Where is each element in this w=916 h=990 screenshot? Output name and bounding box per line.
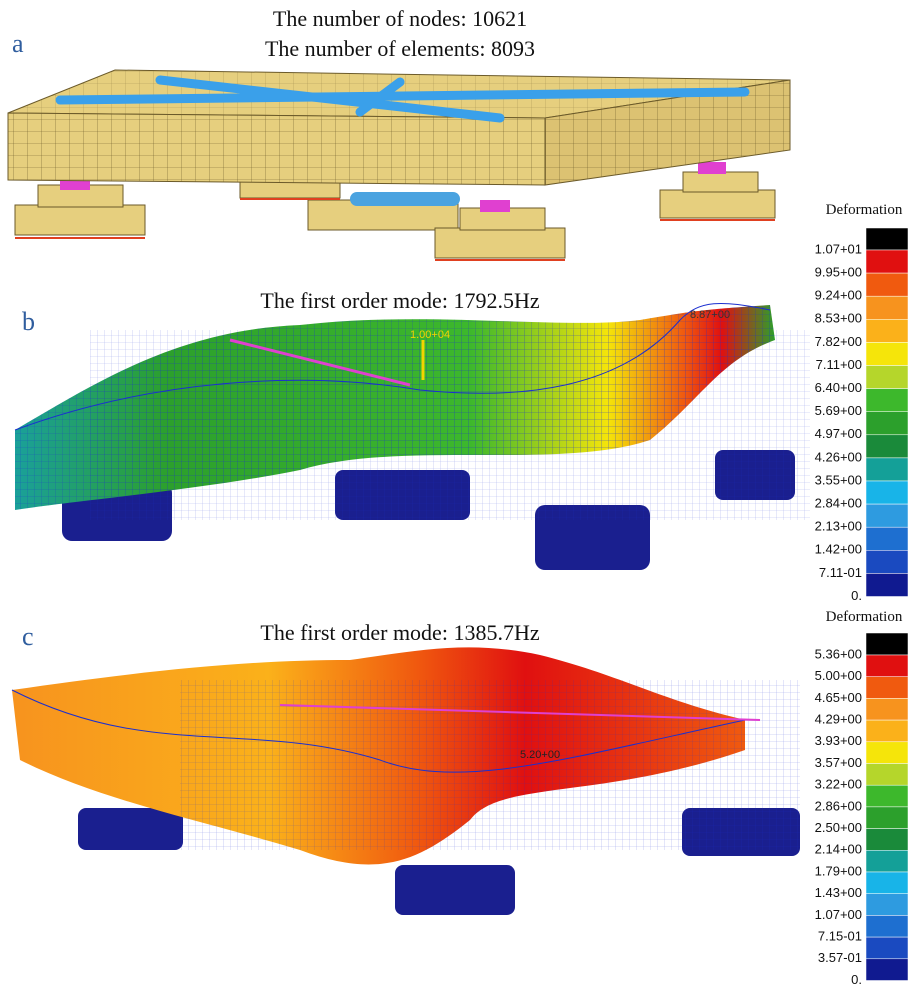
legend-label: 2.50+00 bbox=[815, 820, 862, 835]
panel-title: The number of elements: 8093 bbox=[265, 36, 535, 61]
legend-label: 2.13+00 bbox=[815, 519, 862, 534]
legend-label: 2.14+00 bbox=[815, 842, 862, 857]
legend-swatch bbox=[866, 698, 908, 720]
legend-label: 3.57+00 bbox=[815, 755, 862, 770]
legend-label: 1.42+00 bbox=[815, 542, 862, 557]
legend-label: 2.86+00 bbox=[815, 798, 862, 813]
legend-swatch bbox=[866, 633, 908, 655]
model-c bbox=[12, 647, 800, 915]
legend-swatch bbox=[866, 250, 908, 273]
model-b bbox=[15, 303, 810, 570]
legend-swatch bbox=[866, 366, 908, 389]
legend-label: 7.11-01 bbox=[819, 565, 862, 580]
legend-label: 5.69+00 bbox=[815, 403, 862, 418]
legend-swatch bbox=[866, 807, 908, 829]
legend-label: 1.07+01 bbox=[815, 241, 862, 256]
legend-label: 4.29+00 bbox=[815, 712, 862, 727]
panel-label: a bbox=[12, 29, 24, 58]
legend-swatch bbox=[866, 742, 908, 764]
annotation: 8.87+00 bbox=[690, 309, 730, 321]
legend-title: Deformation bbox=[826, 609, 903, 625]
legend-swatch bbox=[866, 435, 908, 458]
legend-swatch bbox=[866, 527, 908, 550]
legend-label: 4.65+00 bbox=[815, 690, 862, 705]
legend-swatch bbox=[866, 655, 908, 677]
legend-label: 4.26+00 bbox=[815, 449, 862, 464]
legend-swatch bbox=[866, 720, 908, 742]
legend-swatch bbox=[866, 764, 908, 786]
legend-swatch bbox=[866, 296, 908, 319]
legend-label: 5.36+00 bbox=[815, 646, 862, 661]
legend-swatch bbox=[866, 573, 908, 596]
panel-label: b bbox=[22, 307, 35, 336]
model-a bbox=[8, 70, 790, 260]
legend-swatch bbox=[866, 850, 908, 872]
annotation: 5.20+00 bbox=[520, 749, 560, 761]
legend-label: 2.84+00 bbox=[815, 496, 862, 511]
legend-title: Deformation bbox=[826, 202, 903, 218]
legend-label: 3.55+00 bbox=[815, 472, 862, 487]
legend-swatch bbox=[866, 785, 908, 807]
legend-swatch bbox=[866, 504, 908, 527]
legend-label: 7.11+00 bbox=[816, 357, 862, 372]
annotation: 1.00+04 bbox=[410, 329, 450, 341]
legend-swatch bbox=[866, 481, 908, 504]
legend-swatch bbox=[866, 872, 908, 894]
figure: a The number of nodes: 10621 The number … bbox=[0, 0, 916, 990]
legend-swatch bbox=[866, 458, 908, 481]
legend-swatch bbox=[866, 959, 908, 981]
legend-label: 9.95+00 bbox=[815, 265, 862, 280]
legend-label: 3.93+00 bbox=[815, 733, 862, 748]
legend-swatch bbox=[866, 550, 908, 573]
legend-swatch bbox=[866, 273, 908, 296]
legend-swatch bbox=[866, 342, 908, 365]
legend-swatch bbox=[866, 412, 908, 435]
panel-title: The number of nodes: 10621 bbox=[273, 6, 527, 31]
legend-swatch bbox=[866, 389, 908, 412]
legend-label: 7.82+00 bbox=[815, 334, 862, 349]
legend-swatch bbox=[866, 915, 908, 937]
legend-swatch bbox=[866, 829, 908, 851]
panel-label: c bbox=[22, 622, 34, 651]
legend-label: 1.07+00 bbox=[815, 907, 862, 922]
legend-swatch bbox=[866, 894, 908, 916]
legend-label: 1.43+00 bbox=[815, 885, 862, 900]
legend-label: 1.79+00 bbox=[815, 863, 862, 878]
legend-label: 9.24+00 bbox=[815, 288, 862, 303]
legend-swatch bbox=[866, 319, 908, 342]
panel-title: The first order mode: 1792.5Hz bbox=[260, 288, 539, 313]
legend-swatch bbox=[866, 937, 908, 959]
legend-label: 6.40+00 bbox=[815, 380, 862, 395]
legends: Deformation 1.07+01 9.95+00 9.24+00 8.53+00 7… bbox=[815, 202, 908, 987]
legend-label: 7.15-01 bbox=[818, 929, 862, 944]
legend-label: 3.57-01 bbox=[818, 950, 862, 965]
panel-title: The first order mode: 1385.7Hz bbox=[260, 620, 539, 645]
legend-label: 8.53+00 bbox=[815, 311, 862, 326]
legend-swatch bbox=[866, 228, 908, 250]
legend-label: 4.97+00 bbox=[815, 426, 862, 441]
legend-swatch bbox=[866, 677, 908, 699]
legend-label: 5.00+00 bbox=[815, 668, 862, 683]
legend-label: 3.22+00 bbox=[815, 777, 862, 792]
legend-label: 0. bbox=[851, 588, 862, 603]
legend-label: 0. bbox=[851, 972, 862, 987]
